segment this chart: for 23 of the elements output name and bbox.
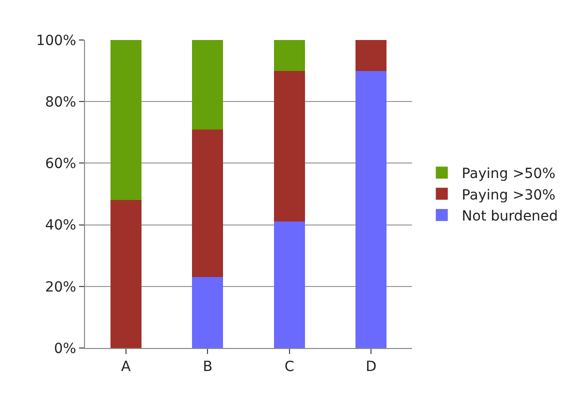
y-tick-label: 100% <box>36 32 76 49</box>
x-tick-label: A <box>121 358 132 375</box>
bar <box>192 277 224 348</box>
bar <box>274 222 305 348</box>
bar <box>274 70 305 222</box>
y-tick-label: 80% <box>45 94 76 110</box>
y-tick-label: 40% <box>45 218 76 234</box>
y-tick-label: 60% <box>45 156 76 172</box>
x-tick-label: D <box>366 358 377 375</box>
x-tick-label: C <box>284 358 294 375</box>
y-tick-label: 0% <box>54 340 76 357</box>
bar <box>356 40 387 71</box>
legend-label: Paying >50% <box>462 166 556 182</box>
y-tick-label: 20% <box>45 279 76 296</box>
bar <box>192 129 224 278</box>
x-tick-label: B <box>202 358 212 375</box>
legend-label: Not burdened <box>462 208 558 224</box>
legend-label: Paying >30% <box>462 187 556 204</box>
bar <box>192 40 224 130</box>
bar <box>274 40 305 71</box>
bar <box>110 200 142 348</box>
bar <box>356 70 387 348</box>
bar <box>110 40 142 200</box>
